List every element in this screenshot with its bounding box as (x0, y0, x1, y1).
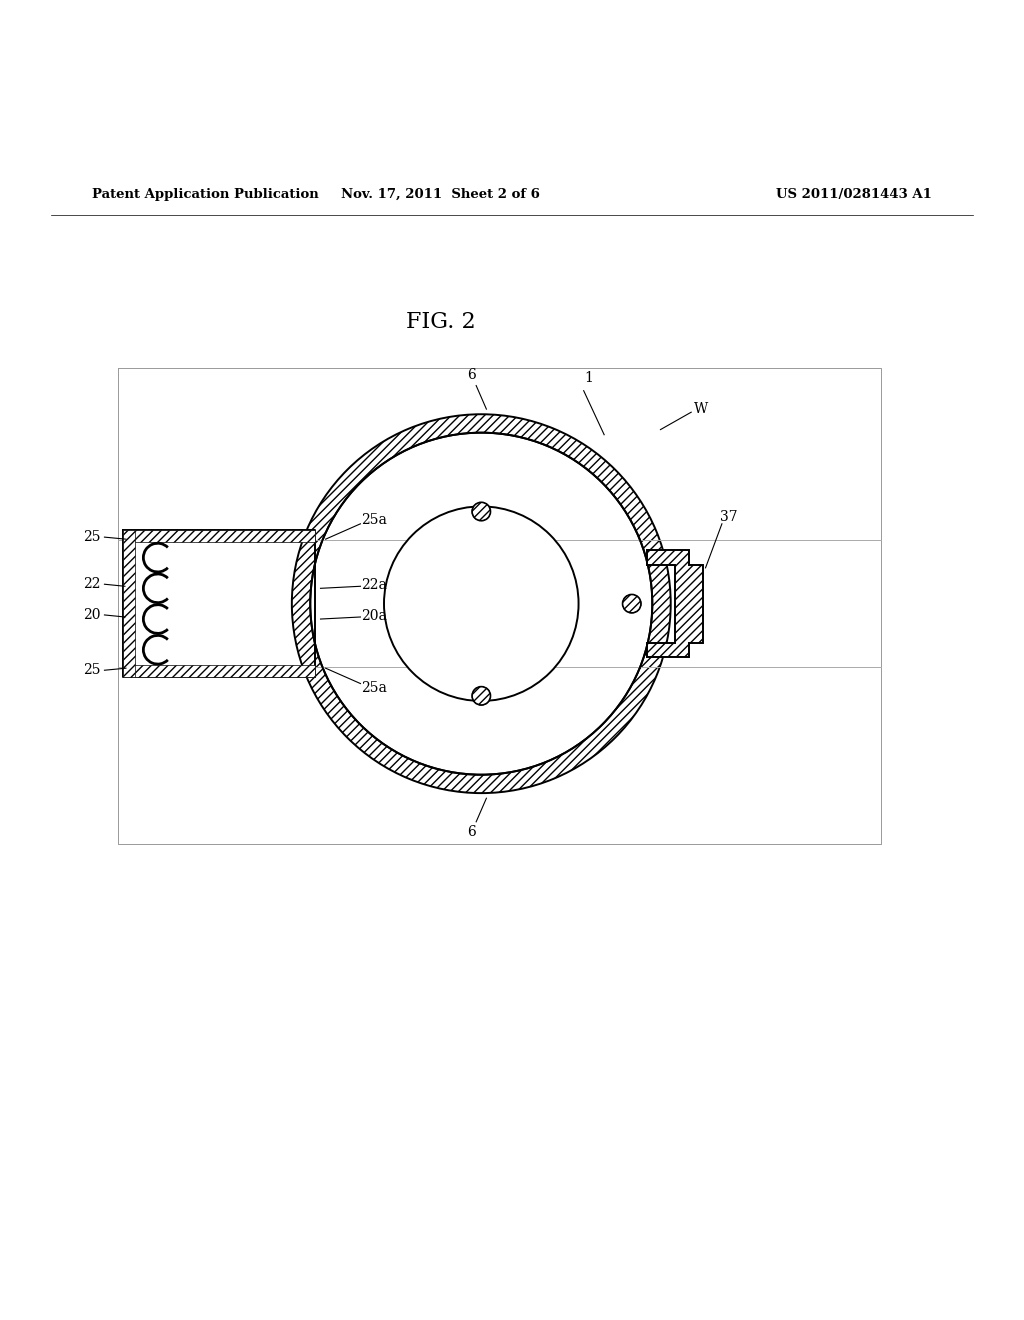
Text: 20: 20 (83, 609, 100, 622)
Text: 37: 37 (720, 510, 738, 524)
Circle shape (472, 503, 490, 520)
Text: Patent Application Publication: Patent Application Publication (92, 187, 318, 201)
Polygon shape (123, 665, 315, 677)
Text: 20a: 20a (361, 609, 387, 623)
Text: Nov. 17, 2011  Sheet 2 of 6: Nov. 17, 2011 Sheet 2 of 6 (341, 187, 540, 201)
Text: 25a: 25a (361, 681, 387, 694)
Polygon shape (123, 529, 315, 543)
Text: 1: 1 (585, 371, 593, 385)
Polygon shape (647, 550, 703, 657)
Text: 6: 6 (467, 368, 475, 383)
Circle shape (472, 686, 490, 705)
Text: 25a: 25a (361, 512, 387, 527)
Circle shape (623, 594, 641, 612)
Text: 6: 6 (467, 825, 475, 840)
Circle shape (384, 507, 579, 701)
Text: 22a: 22a (361, 578, 387, 593)
Text: FIG. 2: FIG. 2 (406, 312, 475, 333)
Text: 22: 22 (83, 577, 100, 591)
Text: 25: 25 (83, 663, 100, 677)
Text: US 2011/0281443 A1: US 2011/0281443 A1 (776, 187, 932, 201)
Text: W: W (694, 403, 709, 416)
Polygon shape (123, 529, 135, 677)
Text: 25: 25 (83, 531, 100, 544)
